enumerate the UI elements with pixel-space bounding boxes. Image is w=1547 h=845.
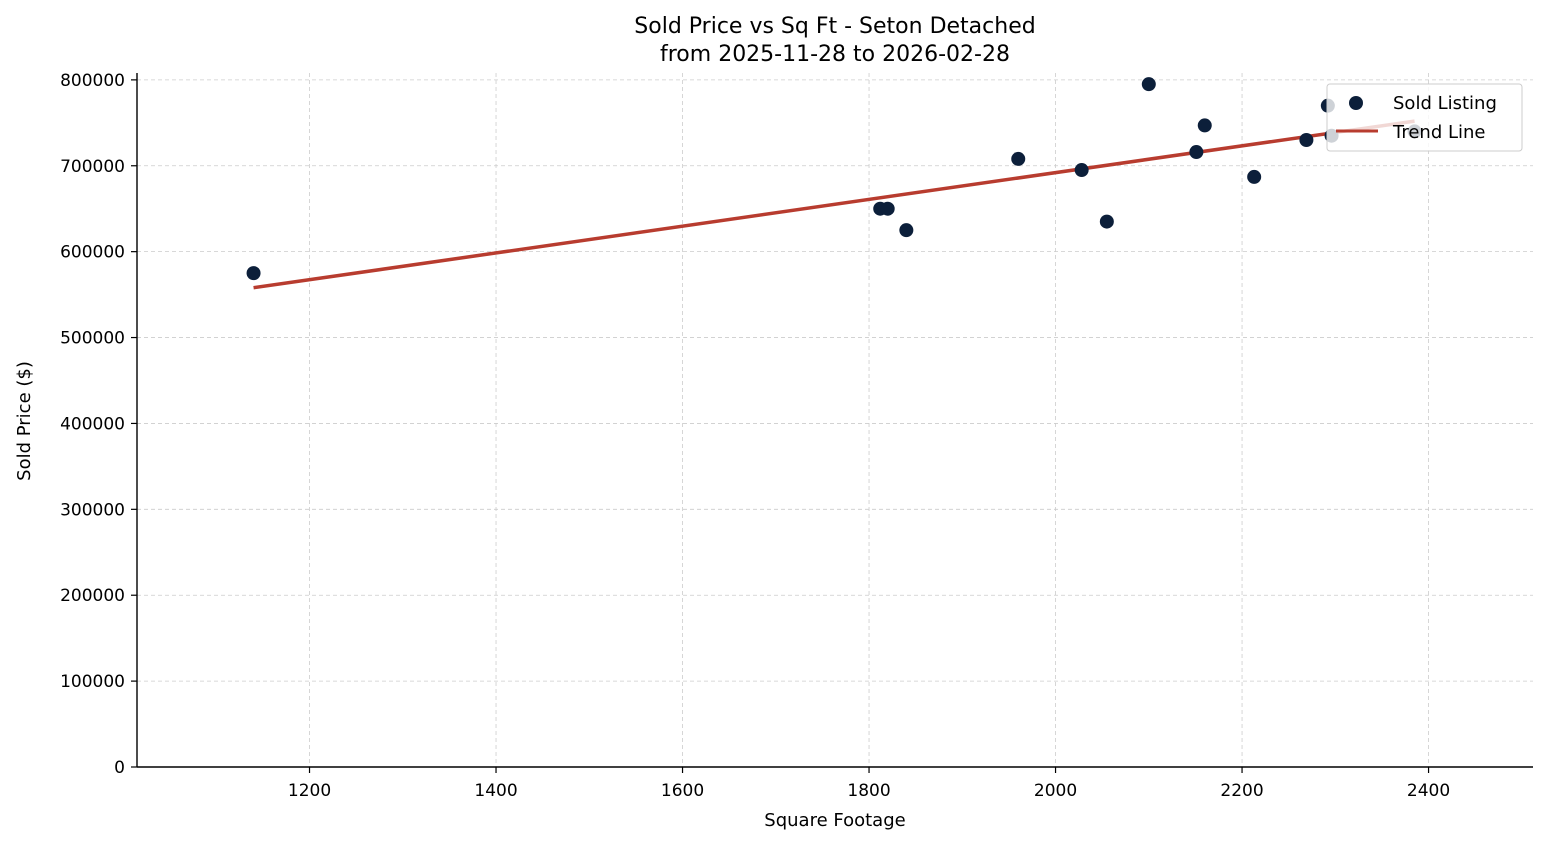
data-point <box>1141 77 1156 92</box>
scatter-points <box>246 77 1422 281</box>
data-point <box>1247 169 1262 184</box>
y-axis-label: Sold Price ($) <box>14 361 35 481</box>
y-tick-label: 700000 <box>60 157 125 177</box>
x-tick-label: 2200 <box>1220 781 1263 801</box>
y-tick-label: 300000 <box>60 500 125 520</box>
trend-line <box>253 119 1415 290</box>
y-tick-label: 0 <box>114 758 125 778</box>
data-point <box>1197 118 1212 133</box>
trend-line-layer <box>253 119 1415 290</box>
x-tick-label: 1600 <box>661 781 704 801</box>
legend: Sold Listing Trend Line <box>1326 83 1523 152</box>
data-point <box>880 201 895 216</box>
x-tick-label: 2000 <box>1034 781 1077 801</box>
chart-title-line1: Sold Price vs Sq Ft - Seton Detached <box>634 14 1035 39</box>
legend-box <box>1326 83 1523 152</box>
data-point <box>1189 145 1204 160</box>
y-tick-label: 500000 <box>60 329 125 349</box>
legend-label-trend-line: Trend Line <box>1392 122 1486 143</box>
axes: 1200 1400 1600 1800 2000 2200 2400 0 100000 20000… <box>60 71 1533 801</box>
data-point <box>246 266 261 281</box>
data-point <box>1099 214 1114 229</box>
y-tick-label: 100000 <box>60 672 125 692</box>
y-tick-label: 200000 <box>60 586 125 606</box>
grid <box>137 73 1533 768</box>
y-tick-label: 800000 <box>60 71 125 91</box>
legend-point-marker <box>1349 96 1363 110</box>
x-tick-label: 1400 <box>474 781 517 801</box>
data-point <box>1074 163 1089 178</box>
chart-title-line2: from 2025-11-28 to 2026-02-28 <box>660 42 1010 67</box>
x-tick-label: 2400 <box>1407 781 1450 801</box>
x-tick-label: 1800 <box>847 781 890 801</box>
x-tick-label: 1200 <box>288 781 331 801</box>
x-axis-label: Square Footage <box>764 810 905 831</box>
data-point <box>899 223 914 238</box>
y-tick-label: 600000 <box>60 243 125 263</box>
data-point <box>1299 132 1314 147</box>
data-point <box>1011 151 1026 166</box>
y-tick-label: 400000 <box>60 414 125 434</box>
legend-label-sold-listing: Sold Listing <box>1393 93 1497 114</box>
